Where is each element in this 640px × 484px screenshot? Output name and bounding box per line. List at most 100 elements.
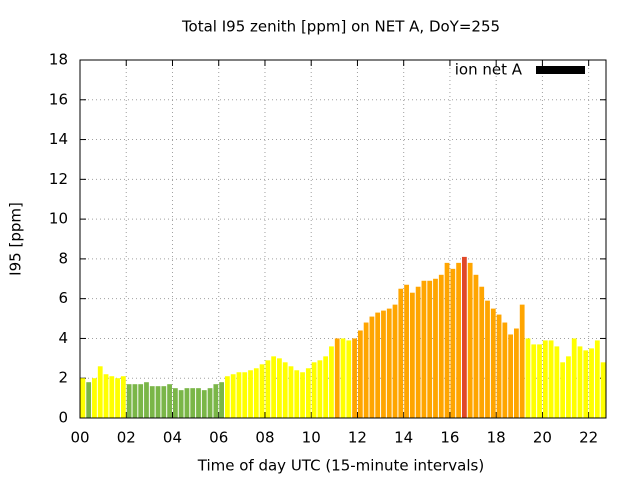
bar [352,338,357,418]
bar [334,338,340,418]
bar [225,376,230,418]
x-tick-label: 08 [255,429,274,447]
bar [340,338,346,418]
bar [294,370,300,418]
bar [288,366,294,418]
bar [375,312,381,418]
bar [496,314,502,418]
bar [184,388,190,418]
bar [329,346,334,418]
bar [190,388,196,418]
bar [485,300,490,418]
bar [271,356,277,418]
bar [144,382,149,418]
bar [132,384,138,418]
bar [450,268,456,418]
x-tick-label: 00 [70,429,89,447]
x-tick-label: 16 [440,429,459,447]
bar [236,372,242,418]
bar [253,368,259,418]
bar [317,360,323,418]
bar [381,310,386,418]
bar [461,256,467,418]
x-tick-label: 10 [302,429,321,447]
x-tick-label: 20 [533,429,552,447]
x-tick-label: 02 [117,429,136,447]
x-tick-label: 22 [579,429,598,447]
bar [242,372,248,418]
bar [265,360,271,418]
bar [433,278,438,418]
bar [282,362,288,418]
bar [346,340,352,418]
legend-label: ion net A [455,61,523,79]
x-tick-label: 12 [348,429,367,447]
bar [138,384,144,418]
bar [172,388,178,418]
x-tick-label: 18 [487,429,506,447]
x-tick-label: 14 [394,429,413,447]
bar [196,388,201,418]
bar [207,388,213,418]
bar [86,382,92,418]
bar [369,316,375,418]
bar [560,362,566,418]
plot-frame [79,59,607,419]
bar [201,390,207,418]
bar [404,284,409,418]
bar [219,382,225,418]
y-tick-label: 6 [58,289,68,307]
bar [490,308,496,418]
bar [213,384,219,418]
bar [427,280,433,418]
bar [456,262,461,418]
bar [126,384,132,418]
bar [571,338,577,418]
bar [554,346,560,418]
y-tick-label: 8 [58,249,68,267]
y-tick-label: 0 [58,409,68,427]
y-tick-label: 12 [49,170,68,188]
bar [583,350,589,418]
bar [311,362,317,418]
bar [577,346,583,418]
y-tick-label: 16 [49,90,68,108]
bar [259,364,265,418]
bar [109,376,115,418]
bar [594,340,600,418]
bar [479,286,485,418]
bar [548,340,554,418]
bar [305,368,311,418]
x-axis-label: Time of day UTC (15-minute intervals) [197,457,484,475]
bar [363,322,369,418]
bar [80,378,86,418]
bar [120,376,126,418]
bar [277,358,282,418]
bar [473,274,479,418]
x-tick-label: 04 [163,429,182,447]
bar [149,386,155,418]
legend-swatch [536,66,585,74]
bar [409,292,415,418]
bar [467,262,473,418]
y-tick-label: 4 [58,329,68,347]
bar [323,356,329,418]
bar [537,344,542,418]
bar [161,386,167,418]
bar [178,390,184,418]
bar [421,280,427,418]
y-axis-label: I95 [ppm] [7,202,25,276]
bar [542,340,548,418]
bar [398,288,404,418]
bar [155,386,161,418]
bar [600,362,606,418]
chart-title: Total I95 zenith [ppm] on NET A, DoY=255 [181,18,500,36]
bar [502,322,508,418]
bar [92,378,97,418]
y-tick-label: 14 [49,130,68,148]
bar [438,274,444,418]
bar [115,378,120,418]
y-tick-label: 18 [49,51,68,69]
bar [444,262,450,418]
